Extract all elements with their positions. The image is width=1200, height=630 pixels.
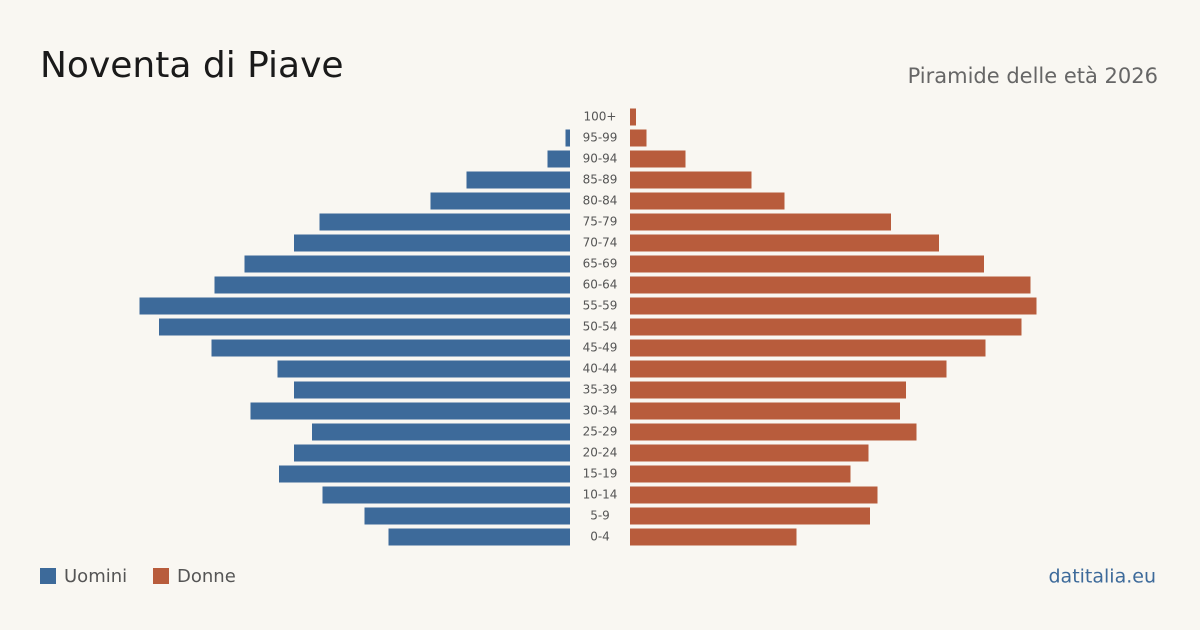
age-label: 100+ <box>584 110 617 124</box>
source: datitalia.eu <box>1049 566 1157 588</box>
bar <box>630 528 797 546</box>
legend-swatch <box>40 568 56 584</box>
age-label: 95-99 <box>583 131 618 145</box>
age-label: 5-9 <box>590 509 610 523</box>
age-label: 85-89 <box>583 173 618 187</box>
bar <box>630 192 785 210</box>
age-label: 25-29 <box>583 425 618 439</box>
chart-subtitle: Piramide delle età 2026 <box>908 64 1158 88</box>
age-label: 40-44 <box>583 362 618 376</box>
legend-label: Uomini <box>64 566 127 587</box>
bar <box>630 171 752 189</box>
bar <box>364 507 570 525</box>
bar <box>630 381 906 399</box>
bar <box>211 339 570 357</box>
age-label: 45-49 <box>583 341 618 355</box>
bar <box>466 171 570 189</box>
bar <box>630 297 1037 315</box>
bar <box>630 465 851 483</box>
legend-label: Donne <box>177 566 236 587</box>
age-label: 60-64 <box>583 278 618 292</box>
bar <box>630 150 686 168</box>
bar <box>630 486 878 504</box>
bar <box>322 486 570 504</box>
bar <box>244 255 570 273</box>
bar <box>630 339 986 357</box>
bar <box>630 108 636 126</box>
bar <box>630 423 917 441</box>
bar <box>294 444 570 462</box>
bar <box>630 444 869 462</box>
bar <box>319 213 570 231</box>
bar <box>565 129 570 147</box>
age-label: 0-4 <box>590 530 610 544</box>
bar <box>294 234 570 252</box>
age-label: 80-84 <box>583 194 618 208</box>
bar <box>294 381 570 399</box>
age-label: 20-24 <box>583 446 618 460</box>
bar <box>250 402 570 420</box>
bar <box>630 360 947 378</box>
bar <box>630 255 984 273</box>
age-label: 55-59 <box>583 299 618 313</box>
bar <box>430 192 570 210</box>
age-label: 90-94 <box>583 152 618 166</box>
bar <box>139 297 570 315</box>
bar <box>630 318 1022 336</box>
bar <box>630 129 647 147</box>
bar <box>279 465 570 483</box>
bar <box>630 213 891 231</box>
bar <box>214 276 570 294</box>
bar <box>630 507 870 525</box>
bar <box>277 360 570 378</box>
age-label: 50-54 <box>583 320 618 334</box>
bar <box>630 276 1031 294</box>
age-label: 10-14 <box>583 488 618 502</box>
bar <box>547 150 570 168</box>
bar <box>630 234 939 252</box>
chart-title: Noventa di Piave <box>40 45 344 86</box>
bar <box>159 318 570 336</box>
age-label: 15-19 <box>583 467 618 481</box>
legend-swatch <box>153 568 169 584</box>
age-label: 75-79 <box>583 215 618 229</box>
age-label: 35-39 <box>583 383 618 397</box>
age-label: 30-34 <box>583 404 618 418</box>
bar <box>388 528 570 546</box>
age-label: 70-74 <box>583 236 618 250</box>
age-label: 65-69 <box>583 257 618 271</box>
bar <box>630 402 900 420</box>
bar <box>312 423 570 441</box>
